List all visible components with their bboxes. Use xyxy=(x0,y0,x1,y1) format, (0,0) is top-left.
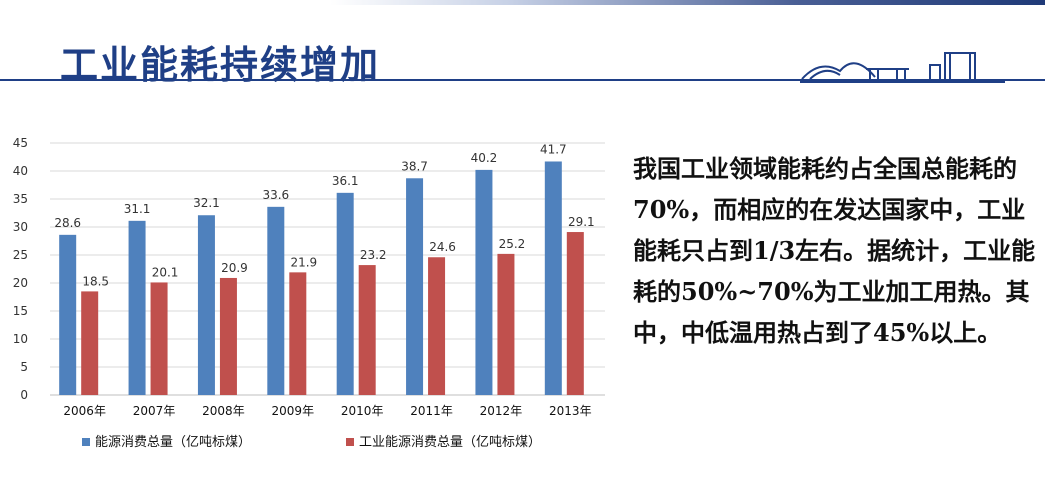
y-tick-label: 40 xyxy=(13,164,28,178)
x-tick-label: 2010年 xyxy=(341,404,384,418)
data-label: 20.1 xyxy=(152,265,179,279)
legend-swatch xyxy=(346,438,354,446)
bar-total xyxy=(128,220,146,395)
data-label: 23.2 xyxy=(360,248,387,262)
x-tick-label: 2008年 xyxy=(202,404,245,418)
bar-industrial xyxy=(81,291,99,395)
data-label: 24.6 xyxy=(429,240,456,254)
bar-industrial xyxy=(219,277,237,395)
university-gate-logo xyxy=(800,52,1005,83)
y-tick-label: 20 xyxy=(13,276,28,290)
bar-industrial xyxy=(566,232,584,395)
bar-industrial xyxy=(428,257,446,395)
title-underline xyxy=(0,79,1045,81)
description-paragraph: 我国工业领域能耗约占全国总能耗的70%，而相应的在发达国家中，工业能耗只占到1/… xyxy=(633,154,1036,347)
bar-total xyxy=(59,234,77,395)
y-tick-label: 45 xyxy=(13,136,28,150)
bar-industrial xyxy=(497,253,515,395)
x-tick-label: 2006年 xyxy=(63,404,106,418)
data-label: 38.7 xyxy=(401,159,428,173)
x-tick-label: 2009年 xyxy=(272,404,315,418)
y-tick-label: 30 xyxy=(13,220,28,234)
bar-total xyxy=(544,161,562,395)
data-label: 31.1 xyxy=(124,202,151,216)
y-tick-label: 25 xyxy=(13,248,28,262)
data-label: 25.2 xyxy=(499,237,526,251)
x-tick-label: 2012年 xyxy=(480,404,523,418)
x-tick-label: 2013年 xyxy=(549,404,592,418)
bar-industrial xyxy=(289,272,307,395)
bar-total xyxy=(197,215,215,395)
legend-swatch xyxy=(82,438,90,446)
bar-industrial xyxy=(358,265,376,395)
data-label: 29.1 xyxy=(568,215,595,229)
legend-label: 能源消费总量（亿吨标煤） xyxy=(95,435,251,450)
x-tick-label: 2007年 xyxy=(133,404,176,418)
energy-consumption-bar-chart: 0 5 10 15 20 25 30 35 40 45 28.6 18.5 2006年 31.1 20.1 2… xyxy=(13,136,605,450)
x-tick-label: 2011年 xyxy=(410,404,453,418)
data-label: 36.1 xyxy=(332,174,359,188)
bar-total xyxy=(406,178,424,395)
legend-label: 工业能源消费总量（亿吨标煤） xyxy=(359,435,541,450)
data-label: 21.9 xyxy=(290,255,317,269)
bar-total xyxy=(267,206,285,395)
y-tick-label: 0 xyxy=(20,388,28,402)
data-label: 28.6 xyxy=(54,216,81,230)
bar-total xyxy=(336,192,354,395)
y-tick-label: 15 xyxy=(13,304,28,318)
data-label: 33.6 xyxy=(262,188,289,202)
data-label: 18.5 xyxy=(82,274,109,288)
y-tick-label: 10 xyxy=(13,332,28,346)
bar-industrial xyxy=(150,282,168,395)
top-decorative-bar xyxy=(0,0,1045,6)
y-tick-label: 5 xyxy=(20,360,28,374)
description-text: 我国工业领域能耗约占全国总能耗的70%，而相应的在发达国家中，工业能耗只占到1/… xyxy=(633,148,1043,353)
data-label: 32.1 xyxy=(193,196,220,210)
data-label: 20.9 xyxy=(221,261,248,275)
data-label: 41.7 xyxy=(540,142,567,156)
bar-total xyxy=(475,169,493,395)
data-label: 40.2 xyxy=(471,151,498,165)
y-tick-label: 35 xyxy=(13,192,28,206)
